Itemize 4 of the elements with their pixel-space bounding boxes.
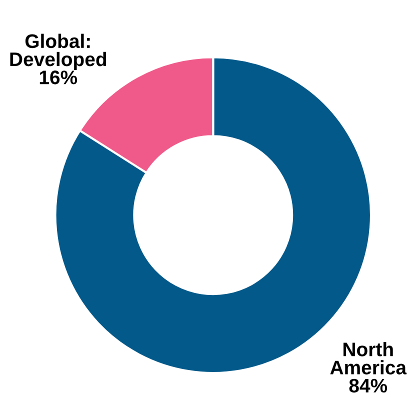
data-label: 16% xyxy=(40,70,78,84)
slice-label: Global: Developed xyxy=(10,34,106,70)
slice-label: North America xyxy=(330,342,407,374)
data-label: 84% xyxy=(349,378,388,393)
